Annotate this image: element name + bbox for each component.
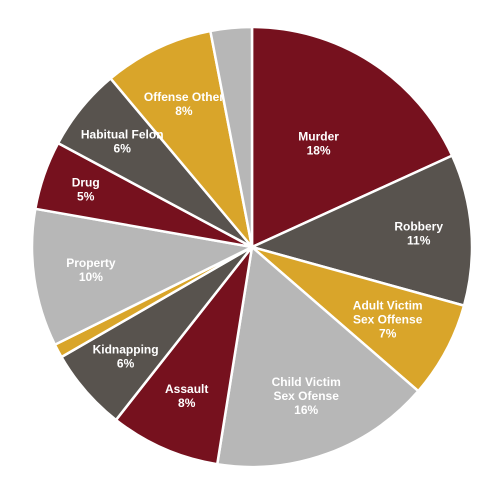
slice-label-habitual-felon: Habitual Felon 6% [81,128,164,156]
slice-category-label: Offense Other [144,90,224,104]
slice-label-drug: Drug 5% [72,175,100,203]
slice-label-offense-other: Offense Other 8% [144,90,224,118]
pie-slice-murder-0 [250,25,454,249]
slice-value-label: 8% [175,104,193,118]
slice-label-kidnapping: Kidnapping 6% [93,343,159,371]
slice-category-label: Habitual Felon [81,128,164,142]
slice-category-label: Assault [165,382,208,396]
pie-labels: Murder 18% Robbery 11% Adult Victim Sex Offen… [66,90,443,417]
slice-value-label: 6% [117,357,135,371]
slice-value-label: 16% [294,403,318,417]
slice-category-label: Drug [72,175,100,189]
slice-label-adult-victim-sex-offense: Adult Victim Sex Offense 7% [353,299,423,341]
slice-category-label: Kidnapping [93,343,159,357]
slice-category-label: Sex Ofense [274,389,340,403]
pie-slice-assault-4 [114,245,254,466]
slice-category-label: Adult Victim [353,299,423,313]
slice-value-label: 6% [114,142,132,156]
slice-value-label: 10% [79,270,103,284]
slice-category-label: Sex Offense [353,313,423,327]
slice-category-label: Murder [298,129,339,143]
slice-label-child-victim-sex-ofense: Child Victim Sex Ofense 16% [272,375,341,417]
pie-slices [30,25,474,469]
slice-label-property: Property 10% [66,256,116,284]
slice-value-label: 8% [178,396,196,410]
slice-value-label: 5% [77,189,95,203]
slice-category-label: Child Victim [272,375,341,389]
slice-category-label: Robbery [394,220,443,234]
pie-slice-robbery-1 [250,154,474,307]
slice-value-label: 7% [379,327,397,341]
slice-value-label: 18% [307,143,331,157]
pie-slice-child-victim-sex-ofense-3 [215,245,420,469]
slice-category-label: Property [66,256,116,270]
slice-value-label: 11% [407,234,431,248]
pie-slice-offense-other-10 [109,29,254,249]
pie-slice-unlabeled-11 [209,25,254,249]
slice-label-murder: Murder 18% [298,129,339,157]
pie-slice-property-7 [30,207,254,346]
slice-label-assault: Assault 8% [165,382,208,410]
slice-label-robbery: Robbery 11% [394,220,443,248]
